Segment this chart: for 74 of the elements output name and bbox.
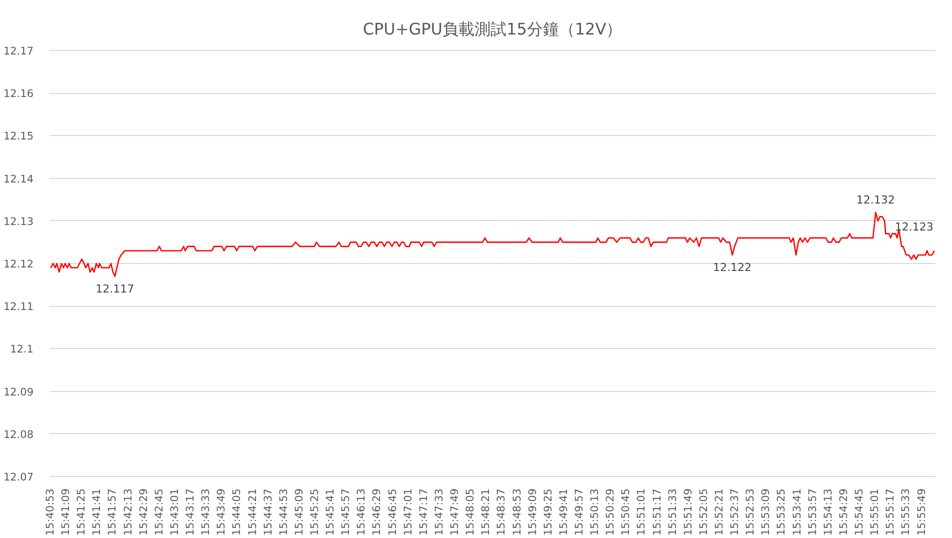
- x-tick-label: 15:53:09: [760, 488, 772, 536]
- chart-title: CPU+GPU負載測試15分鐘（12V）: [362, 20, 622, 38]
- x-tick-label: 15:52:21: [714, 488, 726, 536]
- x-tick-label: 15:49:09: [526, 488, 539, 536]
- annotation: 12.132: [856, 193, 895, 206]
- y-tick-label: 12.09: [3, 386, 34, 398]
- annotation: 12.117: [96, 282, 134, 296]
- y-tick-label: 12.07: [3, 472, 34, 484]
- x-tick-label: 15:48:53: [511, 488, 524, 536]
- x-tick-label: 15:46:45: [386, 488, 399, 536]
- x-tick-label: 15:45:41: [324, 488, 337, 536]
- x-tick-label: 15:41:25: [76, 488, 88, 536]
- x-tick-label: 15:51:01: [636, 488, 648, 536]
- x-tick-label: 15:42:45: [153, 488, 166, 536]
- annotation: 12.123: [894, 220, 934, 234]
- x-tick-label: 15:44:05: [231, 488, 244, 536]
- x-tick-label: 15:55:33: [900, 488, 912, 536]
- x-tick-label: 15:54:29: [838, 488, 850, 536]
- x-tick-label: 15:52:05: [698, 488, 710, 536]
- y-tick-label: 12.1: [10, 344, 34, 356]
- x-tick-label: 15:40:53: [44, 488, 57, 536]
- x-tick-label: 15:50:13: [589, 488, 602, 536]
- x-tick-label: 15:45:09: [293, 488, 306, 536]
- x-tick-label: 15:49:41: [558, 488, 570, 536]
- x-tick-label: 15:48:05: [464, 488, 477, 536]
- y-tick-label: 12.16: [3, 88, 34, 100]
- x-tick-label: 15:43:49: [216, 488, 228, 536]
- y-tick-label: 12.13: [3, 216, 34, 228]
- x-tick-label: 15:54:45: [854, 488, 866, 536]
- x-tick-label: 15:51:33: [666, 488, 679, 536]
- x-tick-label: 15:51:17: [651, 488, 664, 536]
- x-tick-label: 15:41:57: [106, 488, 119, 536]
- x-tick-label: 15:50:29: [604, 488, 617, 536]
- x-tick-label: 15:53:57: [806, 488, 819, 536]
- y-tick-label: 12.08: [3, 428, 34, 441]
- x-tick-label: 15:47:17: [418, 488, 430, 536]
- x-tick-label: 15:47:33: [433, 488, 446, 536]
- x-tick-label: 15:41:41: [91, 488, 104, 536]
- annotation: 12.122: [713, 260, 752, 274]
- x-tick-label: 15:53:41: [791, 488, 804, 536]
- y-tick-label: 12.15: [3, 130, 34, 143]
- x-tick-label: 15:50:45: [620, 488, 632, 536]
- line-series: [50, 212, 936, 277]
- y-tick-label: 12.17: [3, 46, 34, 58]
- x-tick-label: 15:44:53: [278, 488, 290, 536]
- x-tick-label: 15:48:37: [496, 488, 508, 536]
- y-tick-label: 12.14: [3, 173, 34, 186]
- x-tick-label: 15:55:01: [869, 488, 882, 536]
- x-tick-label: 15:49:57: [573, 488, 586, 536]
- x-tick-label: 15:42:29: [138, 488, 150, 536]
- x-tick-label: 15:53:25: [776, 488, 788, 536]
- x-tick-label: 15:47:49: [449, 488, 462, 536]
- x-tick-label: 15:52:37: [729, 488, 742, 536]
- x-tick-label: 15:55:17: [884, 488, 897, 536]
- x-tick-label: 15:46:13: [356, 488, 368, 536]
- y-tick-label: 12.11: [3, 301, 34, 314]
- y-tick-label: 12.12: [3, 258, 34, 270]
- x-tick-label: 15:41:09: [60, 488, 72, 536]
- x-tick-label: 15:54:13: [822, 488, 834, 536]
- x-tick-label: 15:52:53: [744, 488, 757, 536]
- x-tick-label: 15:44:37: [262, 488, 274, 536]
- x-tick-label: 15:42:13: [122, 488, 134, 536]
- x-tick-label: 15:43:17: [184, 488, 197, 536]
- x-tick-label: 15:48:21: [480, 488, 492, 536]
- x-tick-label: 15:43:33: [200, 488, 212, 536]
- x-tick-label: 15:46:29: [371, 488, 384, 536]
- x-tick-label: 15:51:49: [682, 488, 694, 536]
- x-tick-label: 15:45:57: [340, 488, 352, 536]
- x-tick-label: 15:55:49: [916, 488, 928, 536]
- x-tick-label: 15:47:01: [402, 488, 414, 536]
- x-tick-label: 15:43:01: [168, 488, 181, 536]
- x-tick-label: 15:45:25: [309, 488, 321, 536]
- x-tick-label: 15:49:25: [542, 488, 554, 536]
- x-tick-label: 15:44:21: [246, 488, 259, 536]
